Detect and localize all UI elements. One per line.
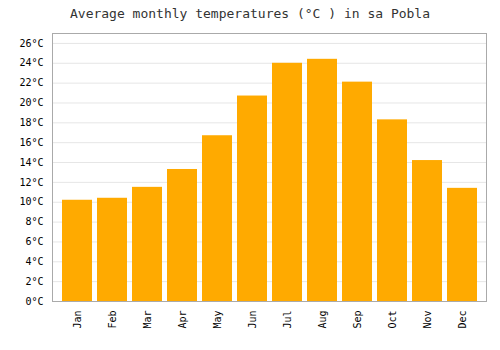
svg-text:Apr: Apr bbox=[177, 311, 188, 329]
svg-text:0°C: 0°C bbox=[25, 296, 43, 307]
svg-text:Mar: Mar bbox=[142, 311, 153, 329]
svg-text:16°C: 16°C bbox=[19, 137, 43, 148]
svg-text:24°C: 24°C bbox=[19, 57, 43, 68]
svg-text:Sep: Sep bbox=[352, 311, 363, 329]
svg-text:Oct: Oct bbox=[387, 311, 398, 329]
svg-text:12°C: 12°C bbox=[19, 177, 43, 188]
svg-text:Feb: Feb bbox=[107, 311, 118, 329]
svg-text:22°C: 22°C bbox=[19, 77, 43, 88]
html-text:Average monthly temperatures (: Average monthly temperatures (°C ) in sa… bbox=[70, 6, 430, 21]
svg-text:8°C: 8°C bbox=[25, 216, 43, 227]
svg-text:6°C: 6°C bbox=[25, 236, 43, 247]
svg-text:May: May bbox=[212, 311, 223, 329]
svg-text:Jun: Jun bbox=[247, 311, 258, 329]
svg-text:10°C: 10°C bbox=[19, 196, 43, 207]
svg-text:Jan: Jan bbox=[72, 311, 83, 329]
svg-text:Nov: Nov bbox=[422, 311, 433, 329]
svg-text:18°C: 18°C bbox=[19, 117, 43, 128]
svg-text:26°C: 26°C bbox=[19, 38, 43, 49]
svg-text:Dec: Dec bbox=[457, 311, 468, 329]
svg-text:20°C: 20°C bbox=[19, 97, 43, 108]
svg-text:2°C: 2°C bbox=[25, 276, 43, 287]
svg-text:Jul: Jul bbox=[282, 311, 293, 329]
svg-text:14°C: 14°C bbox=[19, 157, 43, 168]
svg-text:Aug: Aug bbox=[317, 311, 328, 329]
svg-text:4°C: 4°C bbox=[25, 256, 43, 267]
